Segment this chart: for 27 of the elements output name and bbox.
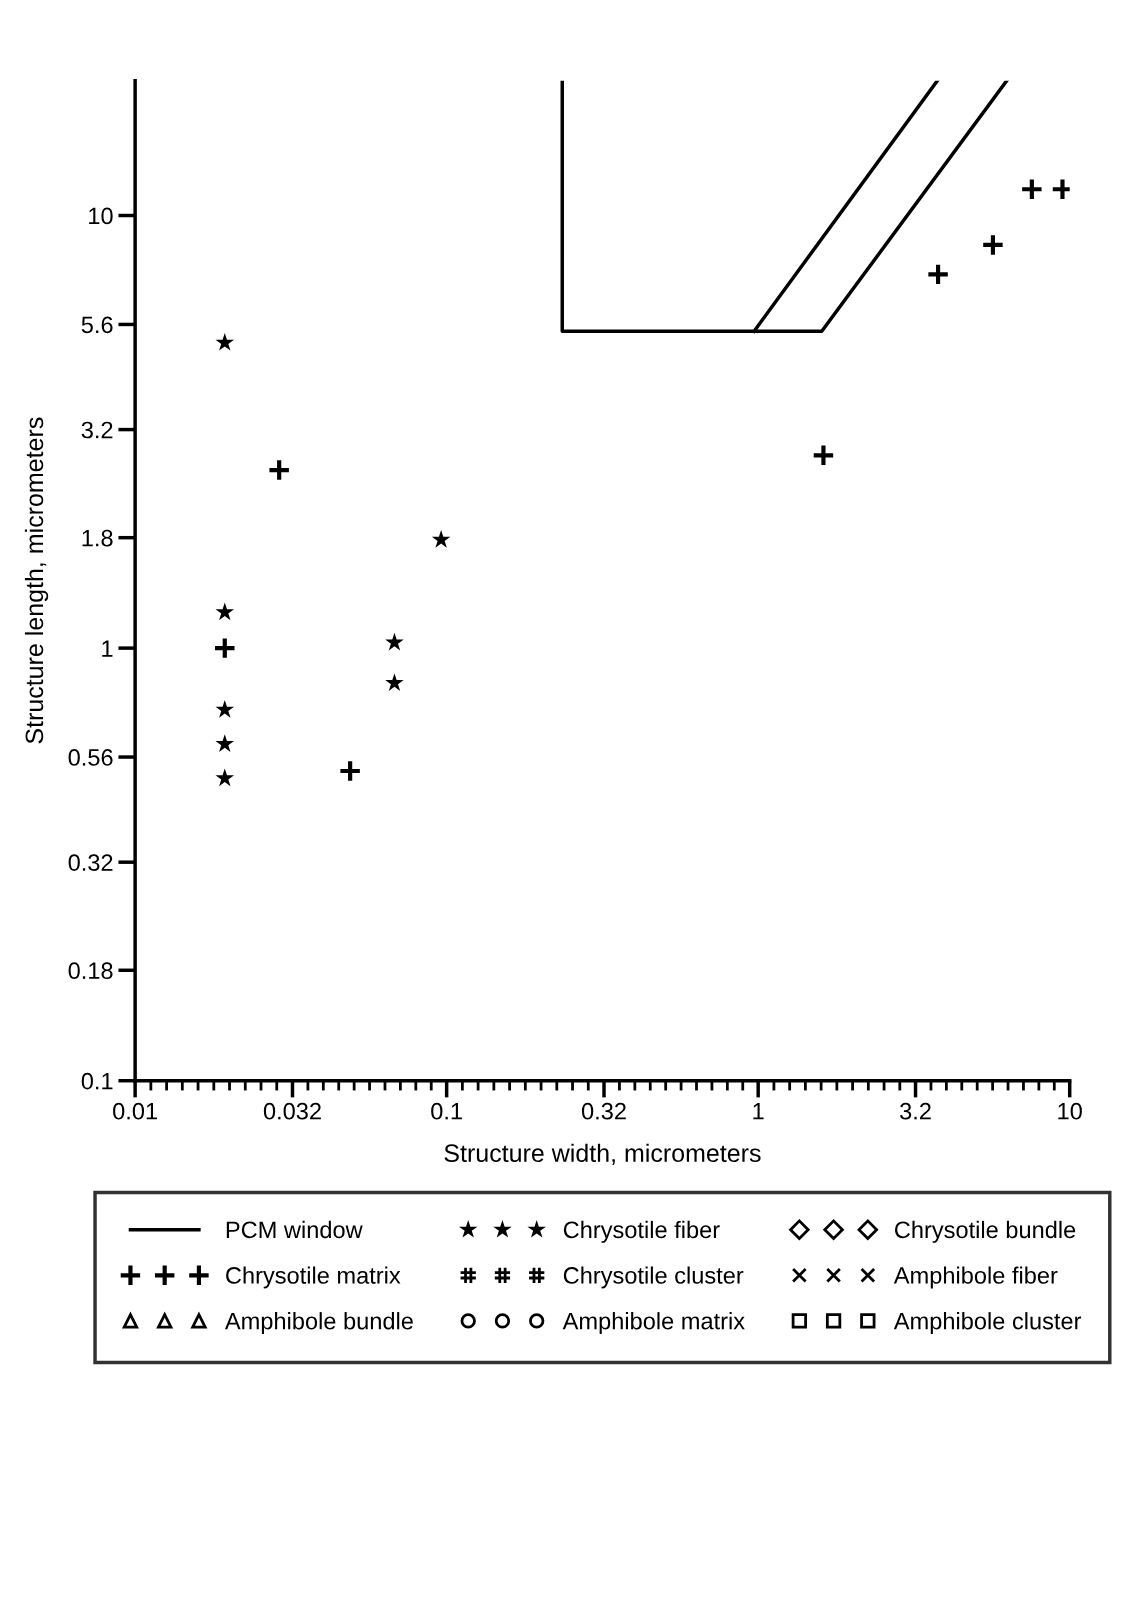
x-tick-label: 0.032 — [263, 1102, 321, 1120]
x-tick-label: 0.32 — [581, 1102, 626, 1120]
x-axis-title: Structure width, micrometers — [444, 1143, 761, 1166]
y-axis-title: Structure length, micrometers — [24, 417, 49, 744]
y-tick-label: 0.18 — [68, 962, 113, 980]
legend-label: Chrysotile bundle — [895, 1220, 1076, 1243]
legend-label: Amphibole cluster — [893, 1312, 1082, 1335]
y-tick-label: 5.6 — [81, 316, 113, 334]
y-tick-label: 3.2 — [81, 421, 113, 439]
legend-label: Chrysotile fiber — [563, 1220, 720, 1243]
x-tick-label: 1 — [753, 1103, 764, 1120]
y-tick-label: 0.32 — [68, 854, 113, 871]
x-tick-label: 0.1 — [431, 1102, 462, 1120]
y-tick-label: 1.8 — [82, 529, 113, 547]
legend-label: Amphibole matrix — [562, 1312, 745, 1335]
y-tick-label: 0.1 — [81, 1072, 113, 1090]
legend-label: Amphibole fiber — [893, 1266, 1058, 1289]
x-tick-label: 3.2 — [900, 1102, 931, 1120]
y-tick-label: 10 — [89, 207, 113, 225]
legend-label: Amphibole bundle — [224, 1312, 413, 1335]
y-tick-label: 0.56 — [68, 749, 113, 766]
y-tick-label: 1 — [102, 640, 113, 657]
x-tick-label: 10 — [1058, 1102, 1082, 1120]
legend-label: Chrysotile cluster — [563, 1266, 744, 1289]
legend-label: Chrysotile matrix — [226, 1266, 401, 1289]
x-tick-label: 0.01 — [113, 1102, 157, 1120]
legend-label: PCM window — [226, 1220, 363, 1239]
